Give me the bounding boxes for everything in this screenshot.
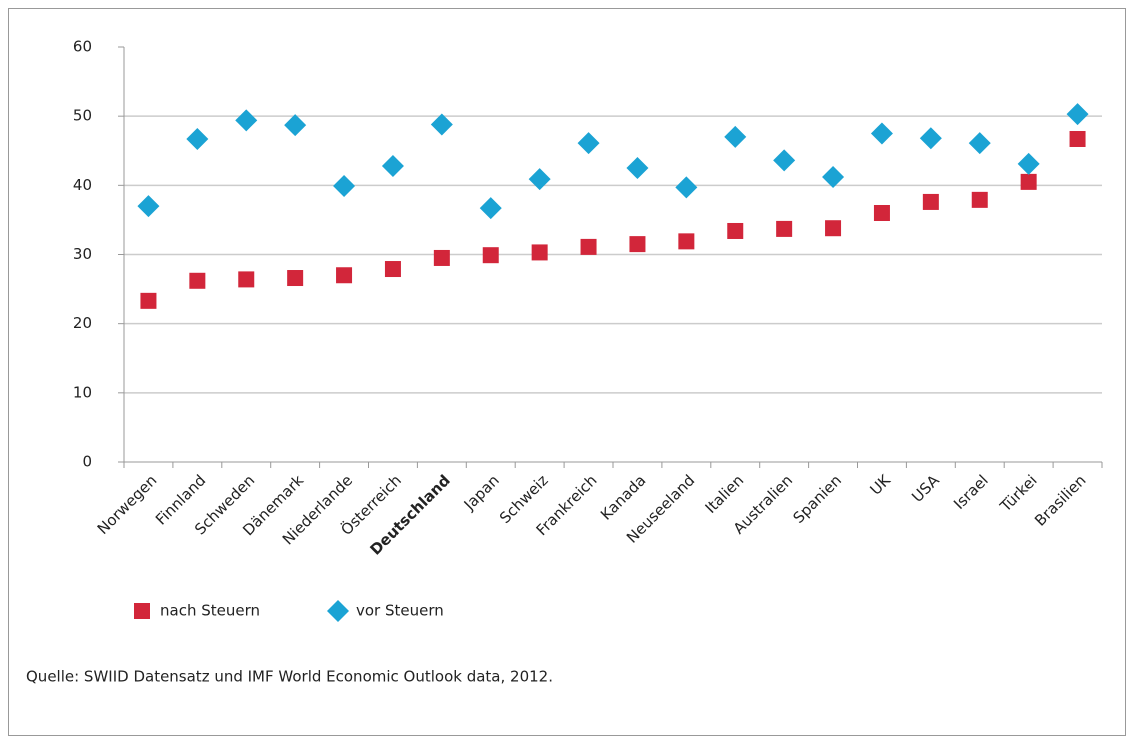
point	[531, 244, 548, 261]
x-tick-label: Norwegen	[94, 471, 161, 538]
y-tick-label: 40	[73, 176, 92, 194]
point	[629, 236, 646, 253]
point	[482, 247, 499, 264]
point	[870, 122, 893, 145]
point	[287, 270, 304, 287]
point	[968, 132, 991, 155]
point	[336, 267, 353, 284]
x-tick-label: Spanien	[789, 471, 845, 527]
legend-label: nach Steuern	[160, 602, 260, 620]
point	[727, 222, 744, 239]
point	[333, 175, 356, 198]
legend-label: vor Steuern	[356, 602, 444, 620]
point	[433, 249, 450, 266]
point	[235, 109, 258, 132]
y-tick-label: 60	[73, 38, 92, 56]
point	[384, 261, 401, 278]
y-tick-label: 0	[82, 453, 92, 471]
x-tick-label: USA	[908, 471, 943, 506]
point	[675, 176, 698, 199]
point	[528, 168, 551, 191]
point	[580, 238, 597, 255]
y-tick-label: 10	[73, 383, 92, 401]
point	[724, 125, 747, 148]
point	[381, 154, 404, 177]
y-tick-label: 50	[73, 107, 92, 125]
point	[1066, 103, 1089, 126]
x-tick-label: Japan	[460, 471, 503, 514]
point	[971, 191, 988, 208]
point	[1017, 152, 1040, 175]
legend-marker	[134, 603, 150, 619]
point	[577, 132, 600, 155]
point	[137, 195, 160, 218]
x-tick-label: Brasilien	[1031, 471, 1089, 529]
point	[873, 205, 890, 221]
point	[776, 220, 793, 237]
x-tick-label: Türkei	[996, 471, 1041, 516]
point	[1020, 173, 1037, 190]
point	[186, 127, 209, 150]
point	[189, 272, 206, 289]
legend-marker	[327, 600, 349, 622]
y-tick-label: 30	[73, 245, 92, 263]
point	[825, 220, 842, 237]
point	[922, 193, 939, 210]
point	[479, 197, 502, 220]
point	[626, 157, 649, 180]
x-tick-label: UK	[867, 470, 895, 498]
frame	[8, 8, 1126, 736]
point	[284, 114, 307, 137]
point	[822, 166, 845, 189]
x-tick-label: Italien	[702, 471, 748, 517]
point	[919, 127, 942, 150]
point	[1069, 130, 1086, 147]
point	[238, 271, 255, 288]
point	[678, 233, 695, 250]
x-tick-label: Israel	[950, 471, 992, 513]
point	[140, 292, 157, 309]
point	[773, 149, 796, 172]
y-tick-label: 20	[73, 314, 92, 332]
point	[430, 113, 453, 136]
source: Quelle: SWIID Datensatz und IMF World Ec…	[26, 668, 553, 686]
